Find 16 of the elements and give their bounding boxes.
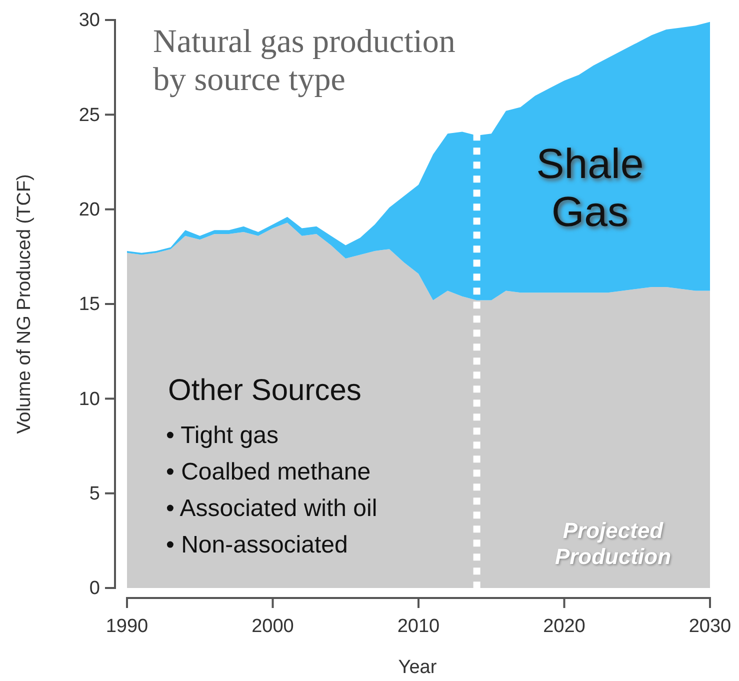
y-tick-label: 10	[78, 388, 100, 410]
series-label: Shale Gas	[536, 140, 644, 235]
x-axis-title: Year	[398, 657, 438, 678]
y-tick-label: 15	[78, 294, 100, 316]
x-tick-label: 2010	[397, 616, 440, 637]
y-axis-title: Volume of NG Produced (TCF)	[14, 174, 35, 434]
x-tick-label: 2000	[252, 616, 294, 637]
text: Natural gas production by source type	[153, 24, 456, 98]
y-tick-label: 30	[78, 10, 100, 32]
y-tick-label: 25	[78, 104, 100, 126]
x-tick-label: 2020	[543, 616, 586, 637]
x-tick-label: 2030	[688, 616, 732, 637]
y-tick-label: 5	[89, 483, 100, 504]
y-tick-label: 20	[78, 199, 100, 220]
y-tick-label: 0	[89, 578, 100, 600]
x-tick-label: 1990	[106, 616, 148, 637]
